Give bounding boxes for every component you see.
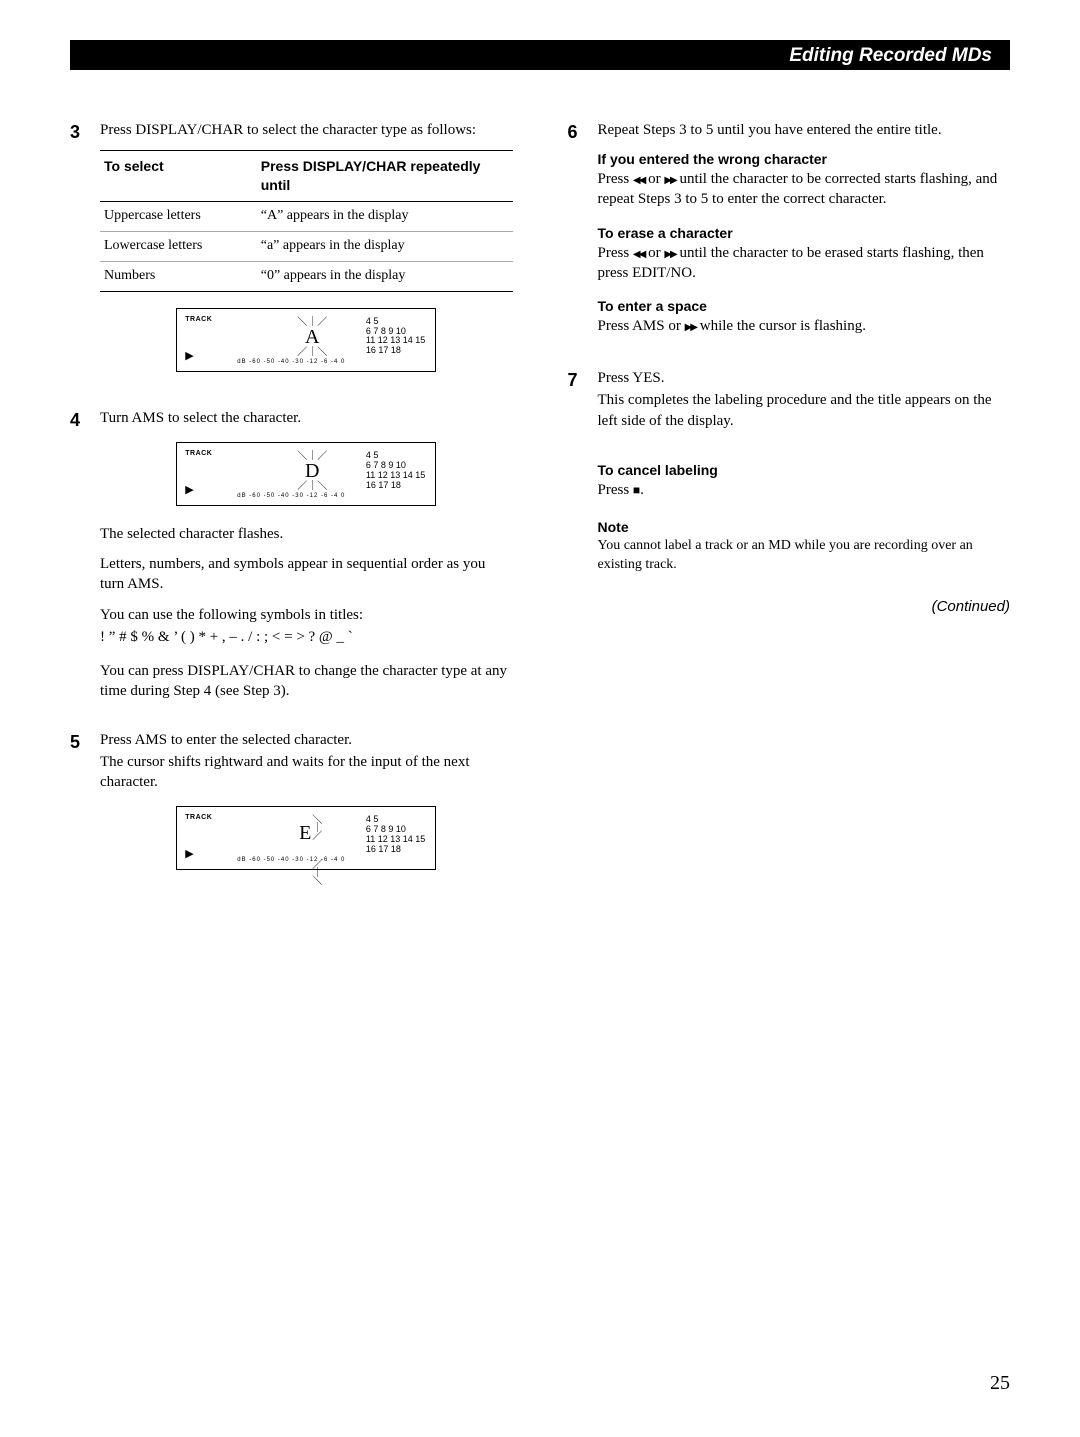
fastforward-icon: [685, 318, 696, 334]
display-char: E ＼｜／ ／｜＼: [285, 817, 325, 847]
step-text: Press YES.: [598, 368, 1011, 388]
header-bar: Editing Recorded MDs: [70, 40, 1010, 70]
step-text: Press AMS to enter the selected characte…: [100, 730, 513, 750]
play-icon: ▶: [185, 349, 193, 364]
body-text: You can use the following symbols in tit…: [100, 605, 513, 625]
body-text: You can press DISPLAY/CHAR to change the…: [100, 661, 513, 702]
step-number: 6: [568, 120, 598, 350]
rewind-icon: [633, 245, 644, 261]
note-heading: Note: [598, 518, 1011, 537]
table-header: Press DISPLAY/CHAR repeatedly until: [257, 151, 513, 202]
fastforward-icon: [664, 171, 675, 187]
track-nums: 4 56 7 8 9 1011 12 13 14 1516 17 18: [366, 317, 425, 357]
step-text: Press DISPLAY/CHAR to select the charact…: [100, 120, 513, 140]
sub-text: Press AMS or while the cursor is flashin…: [598, 316, 1011, 336]
step-5: 5 Press AMS to enter the selected charac…: [70, 730, 513, 889]
body-text: The selected character flashes.: [100, 524, 513, 544]
sub-heading: If you entered the wrong character: [598, 150, 1011, 169]
cancel-text: Press .: [598, 480, 1011, 500]
step-text: Repeat Steps 3 to 5 until you have enter…: [598, 120, 1011, 140]
step-3: 3 Press DISPLAY/CHAR to select the chara…: [70, 120, 513, 390]
db-meter: dB -60 -50 -40 -30 -12 -6 -4 0: [237, 358, 345, 366]
track-nums: 4 56 7 8 9 1011 12 13 14 1516 17 18: [366, 451, 425, 491]
display-char: ＼｜／ D ／｜＼: [292, 453, 332, 483]
sub-text: Press or until the character to be corre…: [598, 169, 1011, 210]
display-char: ＼｜／ A ／｜＼: [292, 319, 332, 349]
lcd-display-panel: TRACK ▶ ＼｜／ A ／｜＼ 4 56 7 8 9 1011 12 13 …: [176, 308, 436, 372]
db-meter: dB -60 -50 -40 -30 -12 -6 -4 0: [237, 856, 345, 864]
table-cell: Lowercase letters: [100, 231, 257, 261]
note-text: You cannot label a track or an MD while …: [598, 537, 1011, 575]
lcd-display-panel: TRACK ▶ E ＼｜／ ／｜＼ 4 56 7 8 9 1011 12 13 …: [176, 806, 436, 870]
continued-label: (Continued): [598, 597, 1011, 617]
cancel-heading: To cancel labeling: [598, 461, 1011, 480]
sub-heading: To erase a character: [598, 224, 1011, 243]
lcd-display-panel: TRACK ▶ ＼｜／ D ／｜＼ 4 56 7 8 9 1011 12 13 …: [176, 442, 436, 506]
sub-enter-space: To enter a space Press AMS or while the …: [598, 297, 1011, 336]
step-7: 7 Press YES. This completes the labeling…: [568, 368, 1011, 441]
right-column: 6 Repeat Steps 3 to 5 until you have ent…: [568, 120, 1011, 906]
step-number: 3: [70, 120, 100, 390]
play-icon: ▶: [185, 483, 193, 498]
step-number: 7: [568, 368, 598, 441]
sub-heading: To enter a space: [598, 297, 1011, 316]
page-number: 25: [990, 1370, 1010, 1397]
sub-wrong-char: If you entered the wrong character Press…: [598, 150, 1011, 209]
table-cell: Numbers: [100, 261, 257, 291]
step-text: This completes the labeling procedure an…: [598, 390, 1011, 431]
sub-text: Press or until the character to be erase…: [598, 243, 1011, 284]
step-text: The cursor shifts rightward and waits fo…: [100, 752, 513, 793]
page-content: 3 Press DISPLAY/CHAR to select the chara…: [0, 70, 1080, 906]
rewind-icon: [633, 171, 644, 187]
table-header: To select: [100, 151, 257, 202]
section-title: Editing Recorded MDs: [789, 43, 992, 69]
step-number: 4: [70, 408, 100, 712]
table-cell: “A” appears in the display: [257, 202, 513, 232]
body-text: Letters, numbers, and symbols appear in …: [100, 554, 513, 595]
step-6: 6 Repeat Steps 3 to 5 until you have ent…: [568, 120, 1011, 350]
sub-erase-char: To erase a character Press or until the …: [598, 224, 1011, 283]
table-cell: “0” appears in the display: [257, 261, 513, 291]
db-meter: dB -60 -50 -40 -30 -12 -6 -4 0: [237, 492, 345, 500]
symbols-list: ! ” # $ % & ’ ( ) * + , – . / : ; < = > …: [100, 627, 513, 647]
char-type-table: To select Press DISPLAY/CHAR repeatedly …: [100, 150, 513, 291]
step-number: 5: [70, 730, 100, 889]
step-text: Turn AMS to select the character.: [100, 408, 513, 428]
step-4: 4 Turn AMS to select the character. TRAC…: [70, 408, 513, 712]
left-column: 3 Press DISPLAY/CHAR to select the chara…: [70, 120, 513, 906]
track-nums: 4 56 7 8 9 1011 12 13 14 1516 17 18: [366, 815, 425, 855]
table-cell: Uppercase letters: [100, 202, 257, 232]
fastforward-icon: [664, 245, 675, 261]
table-cell: “a” appears in the display: [257, 231, 513, 261]
play-icon: ▶: [185, 847, 193, 862]
